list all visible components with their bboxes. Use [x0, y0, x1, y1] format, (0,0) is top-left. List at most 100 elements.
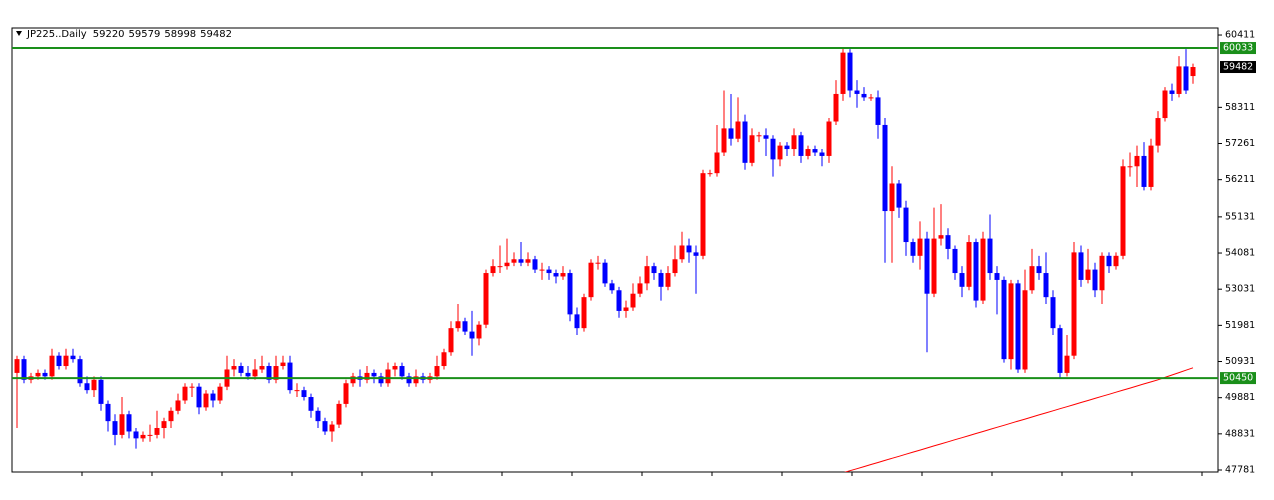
candle-body [532, 259, 538, 270]
candle-body [350, 376, 356, 384]
close-value: 59482 [200, 29, 232, 40]
candle-body [553, 273, 559, 277]
candle-body [917, 238, 923, 256]
candle-body [889, 183, 895, 212]
candle-body [1043, 273, 1049, 298]
candle-body [441, 352, 447, 367]
candle-body [1022, 290, 1028, 370]
price-tag [1220, 61, 1256, 74]
y-tick-label: 60411 [1225, 30, 1255, 41]
candle-body [882, 124, 888, 212]
candle-body [819, 152, 825, 156]
y-tick-label: 56211 [1225, 174, 1255, 185]
candle-body [609, 283, 615, 291]
candle-body [483, 273, 489, 325]
candle-body [504, 262, 510, 267]
y-tick-label: 47781 [1225, 465, 1255, 476]
candle-body [560, 273, 566, 277]
candle-body [469, 331, 475, 339]
candle-body [637, 283, 643, 294]
candle-body [392, 366, 398, 370]
candle-body [784, 145, 790, 150]
candle-body [63, 355, 69, 367]
price-tag-label: 59482 [1223, 62, 1253, 73]
candle-body [35, 372, 41, 377]
candle-body [665, 273, 671, 287]
candle-body [987, 238, 993, 274]
candle-body [490, 266, 496, 274]
y-tick-label: 57261 [1225, 138, 1255, 149]
candle-body [1169, 90, 1175, 94]
y-tick-label: 48831 [1225, 428, 1255, 439]
y-tick-label: 55131 [1225, 211, 1255, 222]
candle-body [1092, 269, 1098, 291]
candle-body [763, 135, 769, 139]
y-tick-label: 50931 [1225, 356, 1255, 367]
candle-body [119, 414, 125, 435]
candle-body [70, 355, 76, 360]
candle-body [315, 410, 321, 422]
candle-body [280, 362, 286, 367]
candle-body [826, 121, 832, 156]
candle-body [875, 97, 881, 125]
candle-body [896, 183, 902, 208]
candle-body [301, 390, 307, 398]
candle-body [854, 90, 860, 94]
candle-body [1001, 279, 1007, 360]
candle-body [658, 273, 664, 287]
candle-body [595, 262, 601, 264]
candle-body [266, 366, 272, 380]
level-tag-label: 50450 [1223, 373, 1253, 384]
candle-body [182, 386, 188, 401]
open-value: 59220 [93, 29, 125, 40]
candle-body [749, 135, 755, 163]
candle-body [945, 235, 951, 249]
candle-body [539, 269, 545, 271]
candle-body [49, 355, 55, 377]
candle-body [742, 121, 748, 163]
candle-body [546, 269, 552, 274]
candle-body [735, 121, 741, 139]
candle-body [651, 266, 657, 274]
level-tag [1220, 42, 1256, 55]
candle-body [994, 273, 1000, 280]
candle-body [1190, 67, 1196, 77]
candle-body [371, 372, 377, 377]
candle-body [1099, 255, 1105, 291]
candle-body [273, 366, 279, 380]
candle-body [1120, 166, 1126, 256]
candle-body [721, 128, 727, 153]
candle-body [364, 372, 370, 380]
candle-body [931, 238, 937, 294]
candle-body [1057, 328, 1063, 373]
candle-body [973, 242, 979, 301]
candle-body [231, 366, 237, 370]
candle-body [161, 421, 167, 429]
chart-header: JP225..Daily 59220 59579 58998 59482 [26, 29, 232, 40]
candle-body [238, 366, 244, 373]
candle-body [1162, 90, 1168, 119]
low-value: 58998 [164, 29, 196, 40]
candle-body [1113, 255, 1119, 267]
candle-body [42, 372, 48, 377]
candle-body [581, 297, 587, 329]
candle-body [1106, 255, 1112, 267]
candle-body [728, 128, 734, 139]
candle-body [84, 383, 90, 391]
candle-body [511, 259, 517, 263]
candle-body [630, 293, 636, 308]
candle-body [518, 259, 524, 263]
candle-body [322, 421, 328, 432]
candle-body [840, 52, 846, 94]
candle-body [287, 362, 293, 391]
candle-body [1078, 252, 1084, 280]
plot-frame [11, 27, 1219, 473]
candle-body [378, 376, 384, 384]
candle-body [1085, 269, 1091, 280]
candle-body [805, 149, 811, 156]
candle-body [952, 248, 958, 274]
y-tick-label: 54081 [1225, 248, 1255, 259]
candle-body [798, 135, 804, 156]
candle-body [1050, 297, 1056, 329]
y-tick-label: 51981 [1225, 320, 1255, 331]
